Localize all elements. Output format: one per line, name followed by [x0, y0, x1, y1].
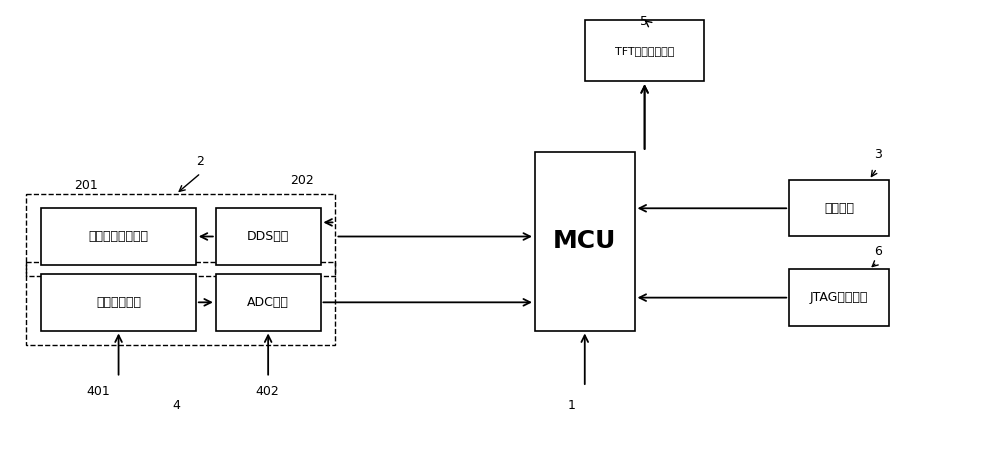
- FancyBboxPatch shape: [789, 270, 889, 326]
- Text: 401: 401: [86, 385, 110, 398]
- Text: 2: 2: [196, 155, 204, 168]
- Text: TFT触摸彩屏接口: TFT触摸彩屏接口: [615, 46, 674, 56]
- Text: 202: 202: [291, 174, 314, 187]
- Text: ADC模块: ADC模块: [247, 296, 289, 309]
- Text: 3: 3: [874, 148, 882, 161]
- Text: 6: 6: [874, 245, 882, 258]
- Text: 5: 5: [640, 16, 648, 28]
- FancyBboxPatch shape: [41, 208, 196, 265]
- Text: 4: 4: [172, 399, 180, 412]
- Text: DDS模块: DDS模块: [247, 230, 289, 243]
- Text: 1: 1: [568, 399, 576, 412]
- FancyBboxPatch shape: [41, 274, 196, 331]
- Text: MCU: MCU: [553, 229, 616, 253]
- Text: 201: 201: [74, 179, 98, 192]
- FancyBboxPatch shape: [789, 180, 889, 236]
- FancyBboxPatch shape: [535, 152, 635, 331]
- Text: JTAG更新接口: JTAG更新接口: [810, 291, 868, 304]
- FancyBboxPatch shape: [216, 208, 320, 265]
- Text: 对外驱动硬件接口: 对外驱动硬件接口: [89, 230, 149, 243]
- FancyBboxPatch shape: [216, 274, 320, 331]
- Text: 信号调理电路: 信号调理电路: [96, 296, 141, 309]
- FancyBboxPatch shape: [585, 20, 704, 81]
- Text: 402: 402: [256, 385, 279, 398]
- Text: 电源模块: 电源模块: [824, 202, 854, 215]
